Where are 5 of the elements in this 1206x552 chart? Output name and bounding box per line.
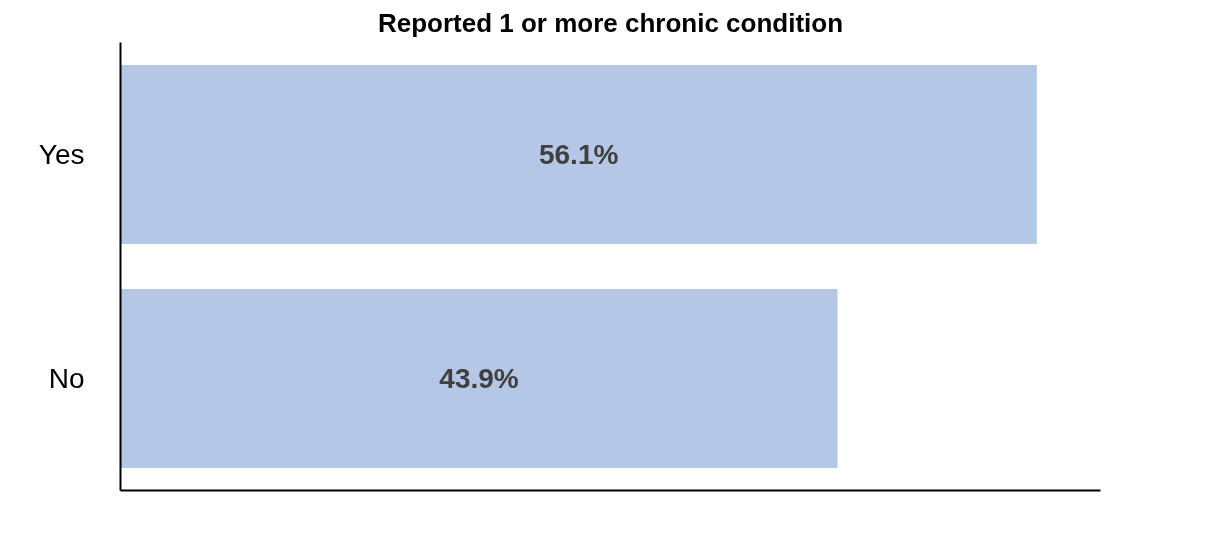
y-tick-label: No (48, 363, 85, 394)
y-tick-label: Yes (38, 139, 85, 170)
data-label: 43.9% (439, 363, 519, 394)
data-label: 56.1% (538, 139, 619, 170)
chart-title: Reported 1 or more chronic condition (377, 7, 844, 38)
